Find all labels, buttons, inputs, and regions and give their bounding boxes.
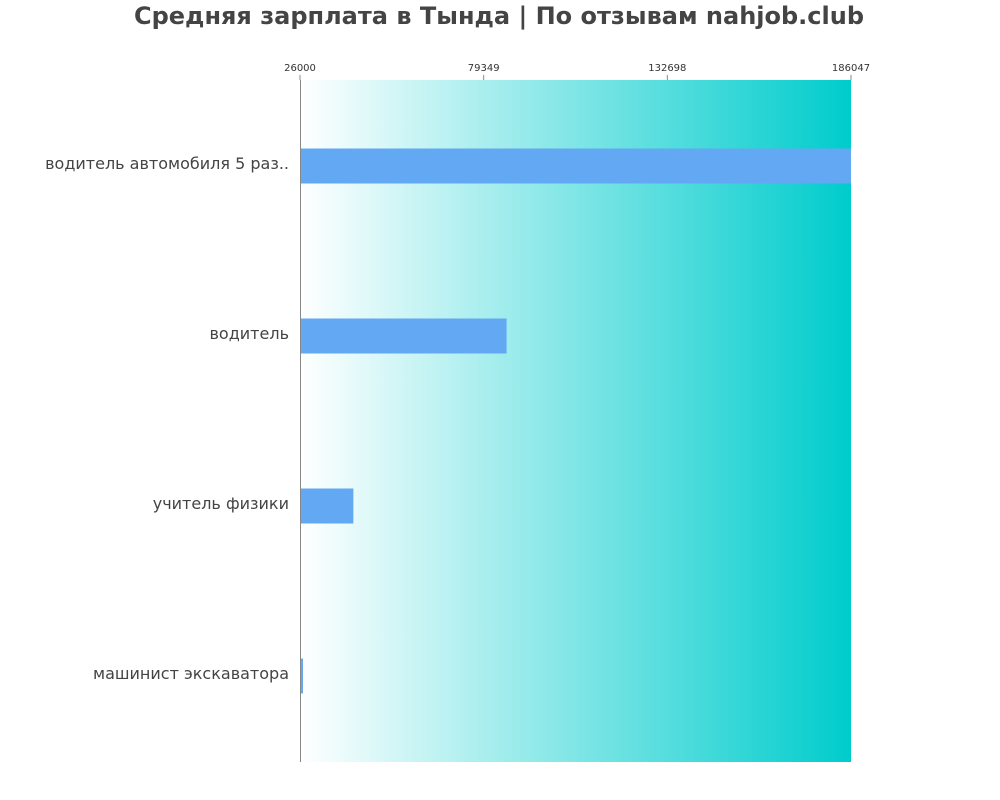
category-label-2: водитель (210, 324, 290, 343)
bar-1 (300, 148, 851, 184)
category-label-1: водитель автомобиля 5 раз.. (45, 154, 289, 173)
bar-4 (300, 658, 303, 694)
x-tick-label-2: 79349 (468, 63, 500, 74)
category-label-3: учитель физики (153, 494, 289, 513)
chart-title: Средняя зарплата в Тында | По отзывам na… (133, 2, 865, 30)
plot-background (300, 80, 851, 762)
x-tick-label-1: 26000 (284, 63, 316, 74)
bar-3 (300, 488, 354, 524)
x-tick-label-4: 186047 (832, 63, 870, 74)
bar-2 (300, 318, 507, 354)
x-tick-label-3: 132698 (648, 63, 686, 74)
category-label-4: машинист экскаватора (93, 664, 289, 683)
